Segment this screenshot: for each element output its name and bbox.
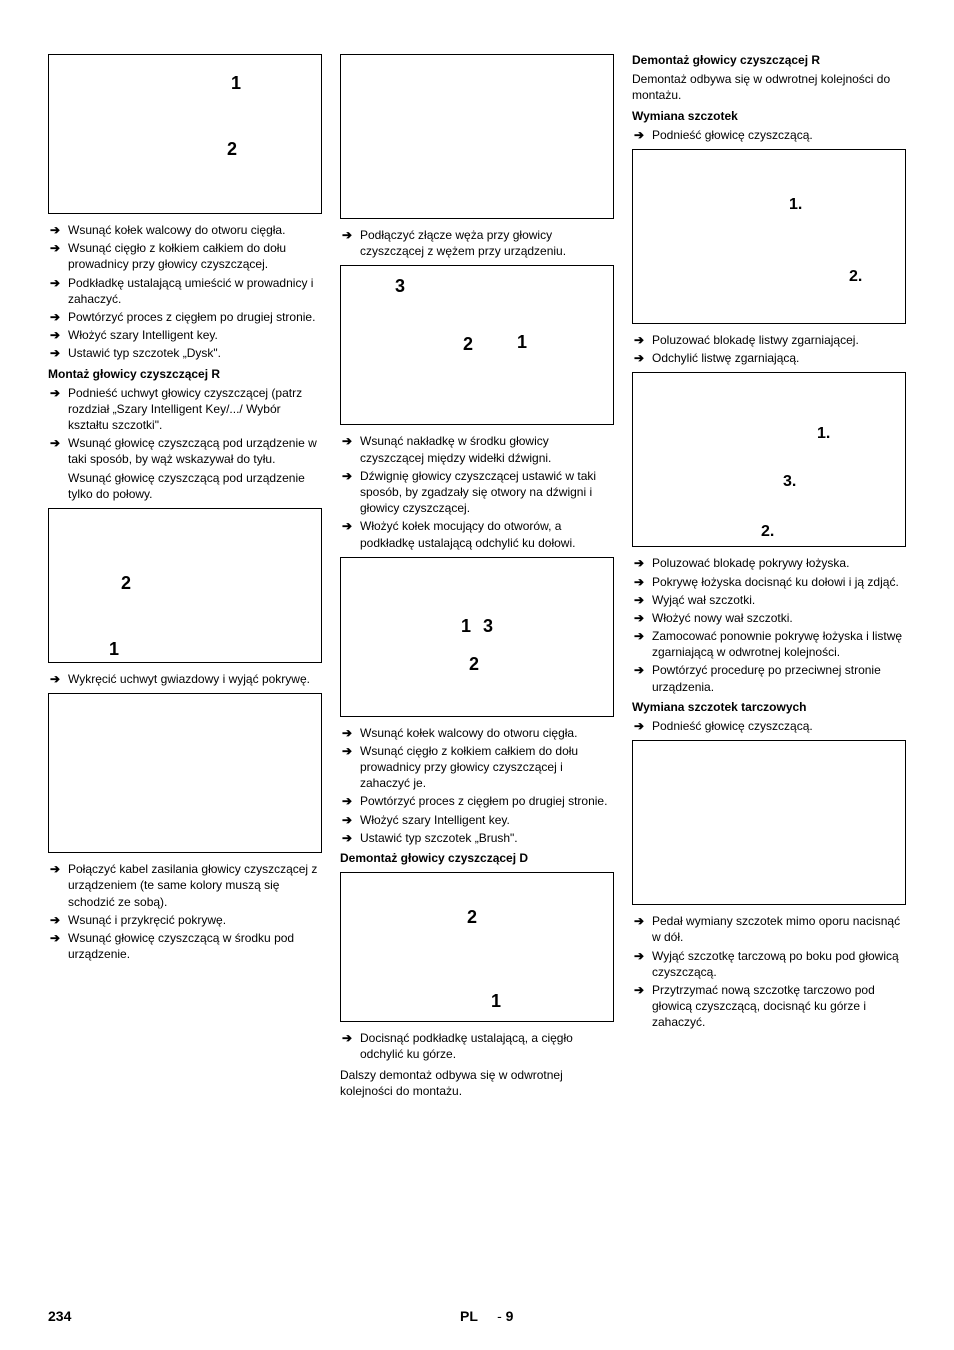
fig-num: 2 [469,652,479,676]
figure-c2-4: 2 1 [340,872,614,1022]
list-item: Docisnąć podkładkę ustalającą, a cięgło … [340,1030,614,1062]
list-item: Podnieść głowicę czyszczącą. [632,127,906,143]
fig-num: 1. [817,423,830,445]
paragraph: Dalszy demontaż odbywa się w odwrotnej k… [340,1067,614,1099]
fig-num: 1. [789,194,802,216]
column-3: Demontaż głowicy czyszczącej R Demontaż … [632,48,906,1102]
list-item: Podnieść głowicę czyszczącą. [632,718,906,734]
heading: Wymiana szczotek [632,108,906,124]
list-item: Wsunąć głowicę czyszczącą pod urządzenie… [48,435,322,467]
list-item: Podłączyć złącze węża przy głowicy czysz… [340,227,614,259]
list-item: Połączyć kabel zasilania głowicy czyszcz… [48,861,322,910]
list-item: Poluzować blokadę pokrywy łożyska. [632,555,906,571]
indented-text: Wsunąć głowicę czyszczącą pod urządzenie… [48,470,322,502]
list-item: Wsunąć kołek walcowy do otworu cięgła. [48,222,322,238]
list-item: Pedał wymiany szczotek mimo oporu nacisn… [632,913,906,945]
page-number-relative: 9 [506,1308,514,1324]
list: Podłączyć złącze węża przy głowicy czysz… [340,227,614,259]
list-item: Wsunąć i przykręcić pokrywę. [48,912,322,928]
figure-c2-2: 3 2 1 [340,265,614,425]
fig-num: 2. [761,521,774,543]
list-item: Powtórzyć proces z cięgłem po drugiej st… [48,309,322,325]
column-1: 1 2 Wsunąć kołek walcowy do otworu cięgł… [48,48,322,1102]
fig-num: 2 [467,905,477,929]
list-item: Odchylić listwę zgarniającą. [632,350,906,366]
list-item: Zamocować ponownie pokrywę łożyska i lis… [632,628,906,660]
list: Podnieść uchwyt głowicy czyszczącej (pat… [48,385,322,468]
column-2: Podłączyć złącze węża przy głowicy czysz… [340,48,614,1102]
list-item: Wsunąć kołek walcowy do otworu cięgła. [340,725,614,741]
fig-num: 1 [109,637,119,661]
fig-num: 3. [783,471,796,493]
list-item: Dźwignię głowicy czyszczącej ustawić w t… [340,468,614,517]
lang-code: PL [460,1308,478,1324]
list-item: Powtórzyć proces z cięgłem po drugiej st… [340,793,614,809]
list: Podnieść głowicę czyszczącą. [632,718,906,734]
content-columns: 1 2 Wsunąć kołek walcowy do otworu cięgł… [48,48,906,1102]
list-item: Powtórzyć procedurę po przeciwnej stroni… [632,662,906,694]
fig-num: 1 [491,989,501,1013]
list-item: Pokrywę łożyska docisnąć ku dołowi i ją … [632,574,906,590]
separator: - [497,1308,506,1324]
list-item: Wsunąć głowicę czyszczącą w środku pod u… [48,930,322,962]
fig-num: 1 [517,330,527,354]
list: Poluzować blokadę pokrywy łożyska. Pokry… [632,555,906,695]
heading: Wymiana szczotek tarczowych [632,699,906,715]
page-footer: 234 PL - 9 [48,1307,906,1326]
list-item: Włożyć nowy wał szczotki. [632,610,906,626]
figure-c3-2: 1. 3. 2. [632,372,906,547]
list: Wsunąć kołek walcowy do otworu cięgła. W… [48,222,322,362]
list: Poluzować blokadę listwy zgarniającej. O… [632,332,906,366]
list: Docisnąć podkładkę ustalającą, a cięgło … [340,1030,614,1062]
page-lang-number: PL - 9 [460,1307,513,1326]
list: Wsunąć nakładkę w środku głowicy czyszcz… [340,433,614,550]
figure-c3-1: 1. 2. [632,149,906,324]
list-item: Włożyć szary Intelligent key. [340,812,614,828]
list-item: Podnieść uchwyt głowicy czyszczącej (pat… [48,385,322,434]
fig-num: 3 [395,274,405,298]
heading: Demontaż głowicy czyszczącej D [340,850,614,866]
fig-num: 2. [849,266,862,288]
footer-spacer [902,1307,906,1326]
fig-num: 2 [121,571,131,595]
list-item: Wsunąć cięgło z kołkiem całkiem do dołu … [340,743,614,792]
list-item: Wsunąć nakładkę w środku głowicy czyszcz… [340,433,614,465]
figure-c1-3 [48,693,322,853]
list-item: Wyjąć wał szczotki. [632,592,906,608]
list-item: Włożyć szary Intelligent key. [48,327,322,343]
figure-c3-3 [632,740,906,905]
fig-num: 1 [231,71,241,95]
figure-c2-3: 1 3 2 [340,557,614,717]
fig-num: 3 [483,614,493,638]
list-item: Włożyć kołek mocujący do otworów, a podk… [340,518,614,550]
paragraph: Demontaż odbywa się w odwrotnej kolejnoś… [632,71,906,103]
heading: Demontaż głowicy czyszczącej R [632,52,906,68]
figure-c2-1 [340,54,614,219]
list-item: Ustawić typ szczotek „Dysk". [48,345,322,361]
list-item: Wyjąć szczotkę tarczową po boku pod głow… [632,948,906,980]
fig-num: 2 [463,332,473,356]
list: Pedał wymiany szczotek mimo oporu nacisn… [632,913,906,1030]
list: Połączyć kabel zasilania głowicy czyszcz… [48,861,322,962]
list-item: Poluzować blokadę listwy zgarniającej. [632,332,906,348]
page-number-absolute: 234 [48,1307,71,1326]
list-item: Wykręcić uchwyt gwiazdowy i wyjąć pokryw… [48,671,322,687]
fig-num: 2 [227,137,237,161]
heading: Montaż głowicy czyszczącej R [48,366,322,382]
list-item: Wsunąć cięgło z kołkiem całkiem do dołu … [48,240,322,272]
list: Podnieść głowicę czyszczącą. [632,127,906,143]
list-item: Podkładkę ustalającą umieścić w prowadni… [48,275,322,307]
list-item: Przytrzymać nową szczotkę tarczowo pod g… [632,982,906,1031]
list: Wykręcić uchwyt gwiazdowy i wyjąć pokryw… [48,671,322,687]
figure-c1-2: 2 1 [48,508,322,663]
list: Wsunąć kołek walcowy do otworu cięgła. W… [340,725,614,846]
fig-num: 1 [461,614,471,638]
list-item: Ustawić typ szczotek „Brush". [340,830,614,846]
figure-c1-1: 1 2 [48,54,322,214]
